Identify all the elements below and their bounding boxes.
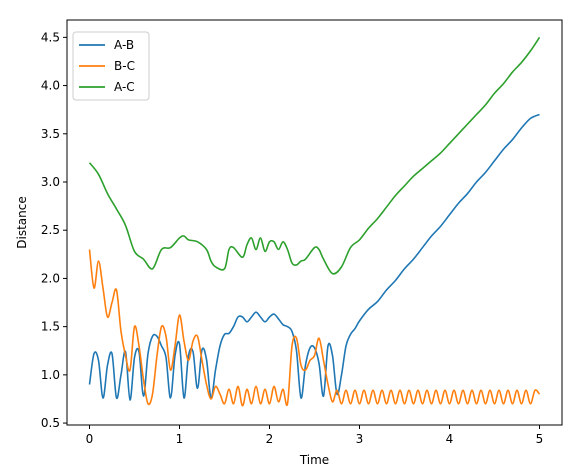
legend-label-a-c: A-C bbox=[114, 80, 135, 94]
series-line-a-c bbox=[88, 36, 541, 275]
x-axis-ticks: 0 1 2 3 4 5 bbox=[86, 425, 544, 446]
y-tick-label: 1.0 bbox=[41, 368, 60, 382]
legend-label-a-b: A-B bbox=[114, 38, 134, 52]
y-axis-ticks: 0.5 1.0 1.5 2.0 2.5 3.0 3.5 4.0 4.5 bbox=[41, 30, 67, 430]
x-tick-label: 3 bbox=[356, 432, 364, 446]
y-tick-label: 2.5 bbox=[41, 223, 60, 237]
plot-frame bbox=[66, 19, 563, 426]
legend-label-b-c: B-C bbox=[114, 59, 135, 73]
legend-box bbox=[72, 31, 150, 101]
series-line-b-c bbox=[88, 249, 541, 407]
y-tick-label: 0.5 bbox=[41, 416, 60, 430]
series-layer bbox=[88, 36, 541, 407]
y-tick-label: 4.5 bbox=[41, 30, 60, 44]
y-axis-label: Distance bbox=[15, 196, 29, 248]
legend: A-B B-C A-C bbox=[72, 31, 150, 101]
x-tick-label: 2 bbox=[266, 432, 274, 446]
y-tick-label: 2.0 bbox=[41, 271, 60, 285]
x-tick-label: 0 bbox=[86, 432, 94, 446]
y-tick-label: 3.5 bbox=[41, 127, 60, 141]
x-tick-label: 4 bbox=[446, 432, 454, 446]
series-line-a-b bbox=[88, 113, 540, 401]
x-tick-label: 1 bbox=[176, 432, 184, 446]
x-axis-label: Time bbox=[299, 453, 329, 467]
y-tick-label: 4.0 bbox=[41, 79, 60, 93]
y-tick-label: 1.5 bbox=[41, 320, 60, 334]
x-tick-label: 5 bbox=[536, 432, 544, 446]
y-tick-label: 3.0 bbox=[41, 175, 60, 189]
